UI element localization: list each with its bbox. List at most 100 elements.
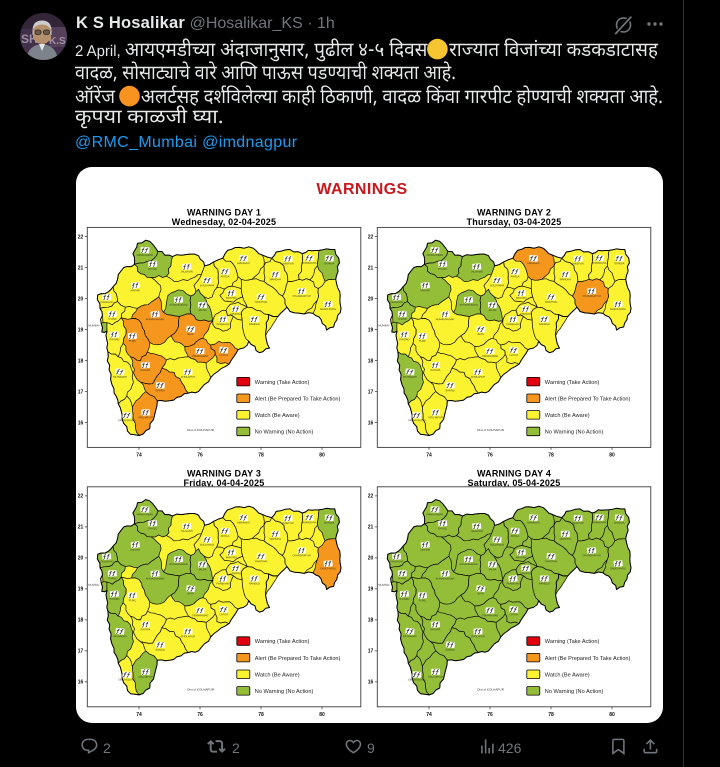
svg-text:WARDHA: WARDHA: [560, 277, 572, 281]
svg-text:GADCHIROLI: GADCHIROLI: [610, 307, 626, 311]
svg-text:Warning (Take Action): Warning (Take Action): [545, 639, 600, 645]
svg-text:AMRAVATI: AMRAVATI: [527, 261, 540, 265]
svg-text:16: 16: [78, 680, 84, 686]
svg-text:BHIR: BHIR: [478, 591, 484, 595]
svg-text:76: 76: [197, 452, 203, 458]
svg-text:RATNAGIRI: RATNAGIRI: [403, 634, 417, 638]
svg-text:17: 17: [368, 649, 374, 655]
svg-text:18: 18: [78, 358, 84, 364]
svg-text:16: 16: [368, 420, 374, 426]
svg-text:SATARA: SATARA: [140, 627, 150, 631]
svg-text:74: 74: [426, 712, 432, 718]
svg-text:AKOLA: AKOLA: [221, 534, 230, 538]
svg-text:SINDHUDURG: SINDHUDURG: [408, 418, 426, 422]
svg-text:NANDED: NANDED: [249, 581, 260, 585]
svg-text:Alert (Be Prepared To Take Act: Alert (Be Prepared To Take Action): [255, 396, 341, 402]
svg-text:AHMADNAGAR: AHMADNAGAR: [436, 576, 455, 580]
svg-text:NAGPUR: NAGPUR: [573, 521, 584, 525]
svg-text:JALGAON: JALGAON: [471, 529, 483, 533]
svg-text:BHIR: BHIR: [188, 591, 194, 595]
svg-text:RAIGAD: RAIGAD: [109, 597, 119, 601]
svg-text:THANE: THANE: [398, 576, 407, 580]
svg-text:78: 78: [258, 712, 264, 718]
svg-text:74: 74: [136, 452, 142, 458]
svg-text:SANGLI: SANGLI: [446, 648, 456, 652]
svg-text:RATNAGIRI: RATNAGIRI: [113, 375, 127, 379]
svg-text:NAGPUR: NAGPUR: [283, 521, 294, 525]
svg-text:Thursday, 03-04-2025: Thursday, 03-04-2025: [467, 217, 562, 227]
svg-text:BULDHANA: BULDHANA: [490, 543, 504, 547]
svg-text:K.S: K.S: [49, 36, 66, 47]
svg-text:No Warning (No Action): No Warning (No Action): [255, 689, 314, 695]
svg-text:KOLHAPUR: KOLHAPUR: [428, 675, 442, 679]
svg-text:GONDIA: GONDIA: [614, 261, 625, 265]
svg-text:KOLHAPUR: KOLHAPUR: [138, 675, 152, 679]
svg-text:SINDHUDURG: SINDHUDURG: [118, 418, 136, 422]
svg-text:DHULE: DHULE: [148, 267, 157, 271]
svg-text:PALGHAR: PALGHAR: [390, 559, 402, 563]
svg-text:Dist of KOLHAPUR: Dist of KOLHAPUR: [187, 687, 214, 691]
svg-text:GONDIA: GONDIA: [324, 261, 335, 265]
svg-text:OSMANABAD: OSMANABAD: [482, 613, 499, 617]
svg-text:AMRAVATI: AMRAVATI: [527, 520, 540, 524]
svg-text:YAVATMAL: YAVATMAL: [255, 559, 269, 563]
svg-text:78: 78: [548, 452, 554, 458]
svg-text:AMRAVATI: AMRAVATI: [237, 520, 250, 524]
svg-text:YAVATMAL: YAVATMAL: [545, 559, 559, 563]
svg-text:MUMBAI: MUMBAI: [378, 323, 389, 327]
svg-text:NANDURBAR: NANDURBAR: [427, 512, 444, 516]
svg-text:WARDHA: WARDHA: [270, 277, 282, 281]
svg-text:JALNA: JALNA: [198, 308, 206, 312]
svg-text:20: 20: [368, 296, 374, 302]
svg-text:Alert (Be Prepared To Take Act: Alert (Be Prepared To Take Action): [545, 396, 631, 402]
svg-text:78: 78: [258, 452, 264, 458]
svg-text:JALGAON: JALGAON: [471, 269, 483, 273]
svg-text:Alert (Be Prepared To Take Act: Alert (Be Prepared To Take Action): [545, 656, 631, 662]
svg-text:BHANDARA: BHANDARA: [592, 520, 607, 524]
svg-text:LATUR: LATUR: [220, 353, 228, 357]
svg-text:Watch (Be Aware): Watch (Be Aware): [545, 413, 590, 419]
svg-text:RATNAGIRI: RATNAGIRI: [403, 375, 417, 379]
svg-text:20: 20: [368, 556, 374, 562]
svg-text:74: 74: [136, 712, 142, 718]
svg-text:NAGPUR: NAGPUR: [573, 261, 584, 265]
svg-text:No Warning (No Action): No Warning (No Action): [545, 689, 604, 695]
svg-text:JALNA: JALNA: [198, 567, 206, 571]
svg-text:BULDHANA: BULDHANA: [490, 283, 504, 287]
svg-text:NANDED: NANDED: [539, 322, 550, 326]
svg-text:Friday, 04-04-2025: Friday, 04-04-2025: [184, 478, 265, 488]
svg-text:16: 16: [78, 420, 84, 426]
svg-text:AURANGABAD: AURANGABAD: [169, 562, 187, 566]
svg-text:MUMBAI: MUMBAI: [88, 583, 99, 587]
svg-text:AHMADNAGAR: AHMADNAGAR: [436, 317, 455, 321]
svg-text:Warning (Take Action): Warning (Take Action): [255, 639, 310, 645]
svg-text:19: 19: [368, 587, 374, 593]
svg-text:PARBHANI: PARBHANI: [506, 581, 519, 585]
svg-text:AKOLA: AKOLA: [221, 274, 230, 278]
svg-text:22: 22: [368, 494, 374, 500]
svg-text:SANGLI: SANGLI: [156, 388, 166, 392]
svg-text:20: 20: [78, 296, 84, 302]
svg-text:HINGOLI: HINGOLI: [230, 312, 241, 316]
svg-text:BHANDARA: BHANDARA: [592, 261, 607, 265]
svg-text:WARNING DAY 1: WARNING DAY 1: [187, 208, 261, 218]
svg-text:NAGPUR: NAGPUR: [283, 261, 294, 265]
svg-text:SHOLAPUR: SHOLAPUR: [181, 375, 195, 379]
svg-text:Saturday, 05-04-2025: Saturday, 05-04-2025: [468, 478, 561, 488]
svg-text:JALGAON: JALGAON: [181, 529, 193, 533]
svg-text:16: 16: [368, 680, 374, 686]
svg-text:WARNING DAY 3: WARNING DAY 3: [187, 469, 261, 479]
svg-text:18: 18: [78, 618, 84, 624]
svg-text:DHULE: DHULE: [438, 526, 447, 530]
svg-text:76: 76: [487, 452, 493, 458]
svg-text:NANDURBAR: NANDURBAR: [137, 512, 154, 516]
svg-text:CHANDRAPUR: CHANDRAPUR: [582, 294, 600, 298]
svg-text:Watch (Be Aware): Watch (Be Aware): [255, 413, 300, 419]
svg-text:PARBHANI: PARBHANI: [216, 581, 229, 585]
svg-text:CHANDRAPUR: CHANDRAPUR: [292, 294, 310, 298]
svg-text:78: 78: [548, 712, 554, 718]
svg-text:NANDURBAR: NANDURBAR: [137, 253, 154, 257]
svg-text:DHULE: DHULE: [438, 267, 447, 271]
svg-text:76: 76: [487, 712, 493, 718]
svg-text:22: 22: [78, 234, 84, 240]
